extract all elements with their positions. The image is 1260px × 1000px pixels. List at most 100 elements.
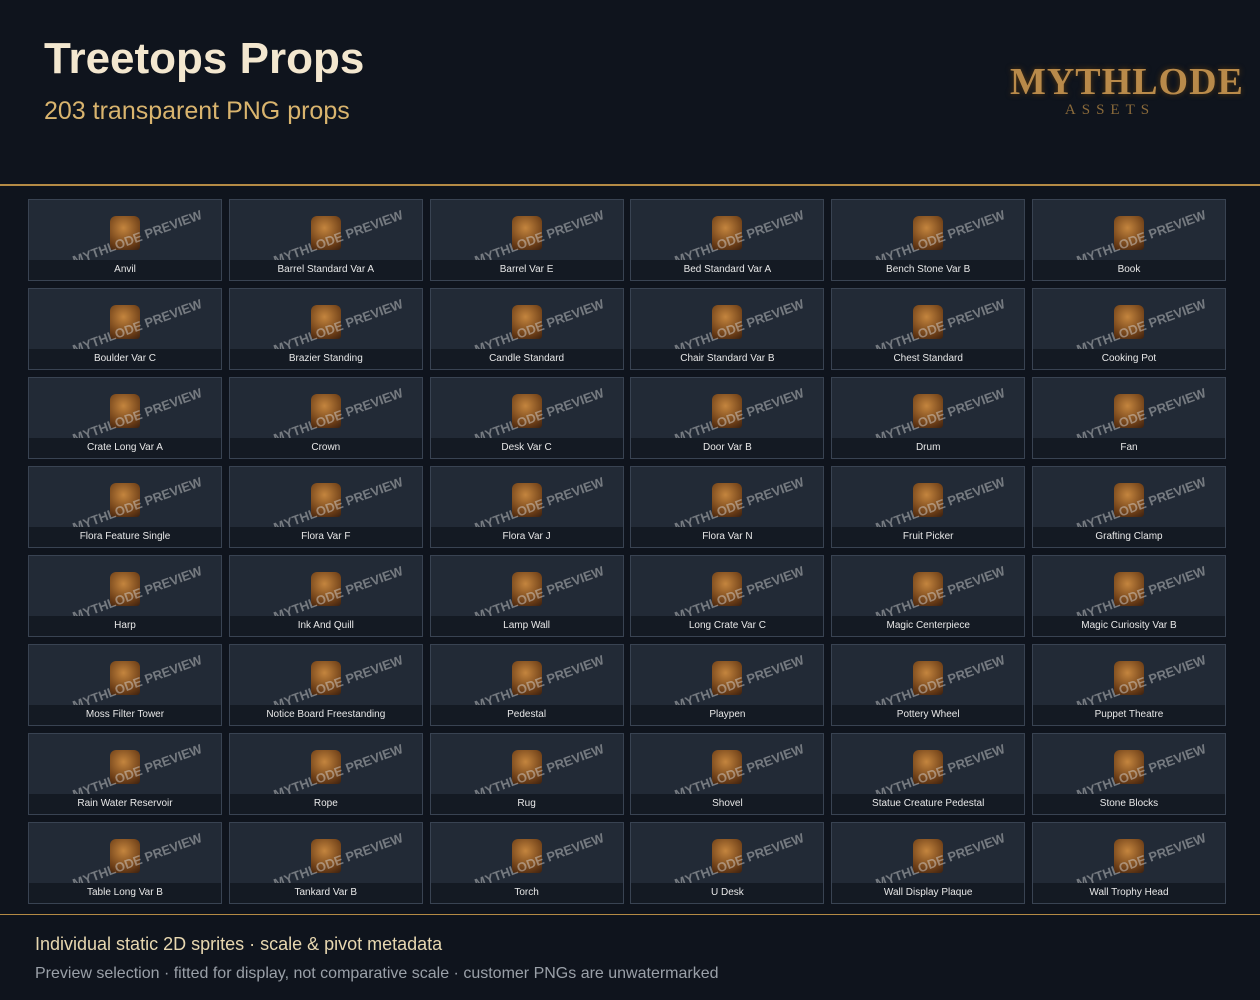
prop-image bbox=[110, 483, 140, 517]
prop-card: MYTHLODE PREVIEW Chair Standard Var B bbox=[630, 288, 825, 370]
title: Treetops Props bbox=[44, 34, 365, 83]
prop-label: Bench Stone Var B bbox=[832, 260, 1025, 280]
prop-card: MYTHLODE PREVIEW Pottery Wheel bbox=[831, 644, 1026, 726]
prop-label: Door Var B bbox=[631, 438, 824, 458]
prop-label: Flora Feature Single bbox=[29, 527, 221, 547]
watermark: MYTHLODE PREVIEW bbox=[672, 741, 807, 802]
prop-image bbox=[1113, 305, 1144, 339]
prop-image bbox=[1113, 483, 1144, 517]
prop-label: Crate Long Var A bbox=[29, 438, 221, 458]
prop-image bbox=[913, 572, 944, 606]
prop-image bbox=[310, 750, 341, 784]
prop-label: Flora Var F bbox=[229, 527, 422, 547]
prop-image bbox=[110, 216, 140, 250]
prop-label: Stone Blocks bbox=[1032, 794, 1225, 814]
prop-card: MYTHLODE PREVIEW Moss Filter Tower bbox=[28, 644, 222, 726]
prop-card: MYTHLODE PREVIEW Magic Centerpiece bbox=[831, 555, 1026, 637]
prop-label: Torch bbox=[430, 883, 623, 903]
prop-image bbox=[913, 483, 944, 517]
watermark: MYTHLODE PREVIEW bbox=[672, 385, 807, 446]
prop-label: Playpen bbox=[631, 705, 824, 725]
prop-label: Rug bbox=[430, 794, 623, 814]
prop-image bbox=[110, 750, 140, 784]
watermark: MYTHLODE PREVIEW bbox=[672, 474, 807, 535]
prop-image bbox=[310, 394, 341, 428]
prop-image bbox=[1113, 750, 1144, 784]
prop-image bbox=[110, 394, 140, 428]
prop-label: Cooking Pot bbox=[1032, 349, 1225, 369]
divider bbox=[0, 914, 1260, 915]
prop-image bbox=[310, 305, 341, 339]
watermark: MYTHLODE PREVIEW bbox=[672, 296, 807, 357]
prop-card: MYTHLODE PREVIEW Pedestal bbox=[429, 644, 624, 726]
prop-image bbox=[712, 661, 743, 695]
prop-label: Magic Curiosity Var B bbox=[1032, 616, 1225, 636]
prop-card: MYTHLODE PREVIEW Tankard Var B bbox=[228, 822, 423, 904]
prop-card: MYTHLODE PREVIEW Flora Var J bbox=[429, 466, 624, 548]
prop-label: Ink And Quill bbox=[229, 616, 422, 636]
prop-card: MYTHLODE PREVIEW Anvil bbox=[28, 199, 222, 281]
prop-image bbox=[712, 305, 743, 339]
prop-label: Shovel bbox=[631, 794, 824, 814]
prop-card: MYTHLODE PREVIEW Ink And Quill bbox=[228, 555, 423, 637]
prop-card: MYTHLODE PREVIEW Fruit Picker bbox=[831, 466, 1026, 548]
prop-image bbox=[913, 839, 944, 873]
prop-card: MYTHLODE PREVIEW Harp bbox=[28, 555, 222, 637]
prop-label: Chest Standard bbox=[832, 349, 1025, 369]
prop-image bbox=[511, 661, 542, 695]
prop-card: MYTHLODE PREVIEW Rope bbox=[228, 733, 423, 815]
prop-card: MYTHLODE PREVIEW Rug bbox=[429, 733, 624, 815]
prop-card: MYTHLODE PREVIEW Boulder Var C bbox=[28, 288, 222, 370]
prop-image bbox=[1113, 661, 1144, 695]
prop-label: Wall Trophy Head bbox=[1032, 883, 1225, 903]
prop-card: MYTHLODE PREVIEW Playpen bbox=[630, 644, 825, 726]
prop-image bbox=[511, 839, 542, 873]
prop-image bbox=[310, 483, 341, 517]
prop-image bbox=[913, 661, 944, 695]
prop-card: MYTHLODE PREVIEW Flora Var F bbox=[228, 466, 423, 548]
prop-card: MYTHLODE PREVIEW Fan bbox=[1031, 377, 1226, 459]
prop-image bbox=[712, 483, 743, 517]
logo-name: MYTHLODE bbox=[1010, 61, 1244, 103]
prop-image bbox=[110, 572, 140, 606]
prop-image bbox=[712, 216, 743, 250]
prop-label: Book bbox=[1032, 260, 1225, 280]
prop-card: MYTHLODE PREVIEW Door Var B bbox=[630, 377, 825, 459]
logo-tagline: ASSETS bbox=[1064, 102, 1156, 118]
prop-image bbox=[913, 216, 944, 250]
prop-label: Pedestal bbox=[430, 705, 623, 725]
prop-label: Brazier Standing bbox=[229, 349, 422, 369]
prop-label: Rope bbox=[229, 794, 422, 814]
prop-label: Desk Var C bbox=[430, 438, 623, 458]
prop-label: Barrel Standard Var A bbox=[229, 260, 422, 280]
prop-card: MYTHLODE PREVIEW Flora Feature Single bbox=[28, 466, 222, 548]
watermark: MYTHLODE PREVIEW bbox=[672, 652, 807, 713]
prop-card: MYTHLODE PREVIEW Magic Curiosity Var B bbox=[1031, 555, 1226, 637]
prop-card: MYTHLODE PREVIEW Bed Standard Var A bbox=[630, 199, 825, 281]
prop-card: MYTHLODE PREVIEW Wall Trophy Head bbox=[1031, 822, 1226, 904]
prop-card: MYTHLODE PREVIEW Barrel Standard Var A bbox=[228, 199, 423, 281]
prop-label: Lamp Wall bbox=[430, 616, 623, 636]
prop-image bbox=[712, 839, 743, 873]
prop-card: MYTHLODE PREVIEW Barrel Var E bbox=[429, 199, 624, 281]
prop-card: MYTHLODE PREVIEW Candle Standard bbox=[429, 288, 624, 370]
prop-label: Moss Filter Tower bbox=[29, 705, 221, 725]
prop-card: MYTHLODE PREVIEW Drum bbox=[831, 377, 1026, 459]
prop-image bbox=[310, 572, 341, 606]
prop-card: MYTHLODE PREVIEW Grafting Clamp bbox=[1031, 466, 1226, 548]
prop-image bbox=[310, 216, 341, 250]
prop-label: Notice Board Freestanding bbox=[229, 705, 422, 725]
prop-label: Pottery Wheel bbox=[832, 705, 1025, 725]
prop-image bbox=[511, 750, 542, 784]
prop-label: Anvil bbox=[29, 260, 221, 280]
prop-card: MYTHLODE PREVIEW Lamp Wall bbox=[429, 555, 624, 637]
prop-card: MYTHLODE PREVIEW Desk Var C bbox=[429, 377, 624, 459]
prop-card: MYTHLODE PREVIEW Cooking Pot bbox=[1031, 288, 1226, 370]
prop-card: MYTHLODE PREVIEW Wall Display Plaque bbox=[831, 822, 1026, 904]
prop-image bbox=[110, 305, 140, 339]
prop-card: MYTHLODE PREVIEW Table Long Var B bbox=[28, 822, 222, 904]
prop-card: MYTHLODE PREVIEW Rain Water Reservoir bbox=[28, 733, 222, 815]
prop-grid: MYTHLODE PREVIEW Anvil MYTHLODE PREVIEW Bar… bbox=[28, 199, 1226, 904]
prop-card: MYTHLODE PREVIEW Book bbox=[1031, 199, 1226, 281]
